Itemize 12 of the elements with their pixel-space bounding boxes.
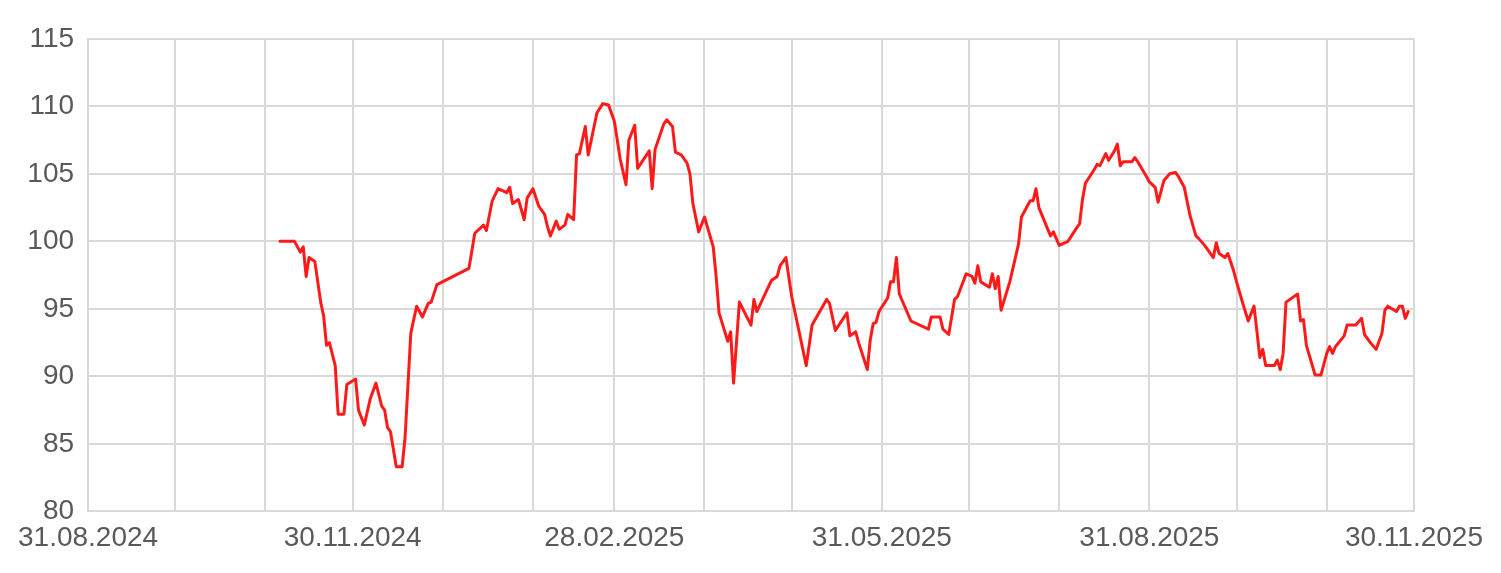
x-tick-label: 30.11.2025 xyxy=(1344,520,1483,552)
y-tick-label: 105 xyxy=(27,156,75,188)
y-tick-label: 115 xyxy=(29,21,75,53)
y-tick-label: 95 xyxy=(42,291,75,323)
x-tick-label: 28.02.2025 xyxy=(544,520,685,552)
y-tick-label: 90 xyxy=(42,359,75,391)
x-tick-label: 31.08.2025 xyxy=(1079,520,1220,552)
y-tick-label: 85 xyxy=(42,426,75,458)
y-tick-label: 100 xyxy=(27,224,75,256)
x-tick-label: 30.11.2024 xyxy=(283,520,422,552)
x-tick-label: 31.05.2025 xyxy=(811,520,952,552)
y-tick-label: 110 xyxy=(29,89,75,121)
